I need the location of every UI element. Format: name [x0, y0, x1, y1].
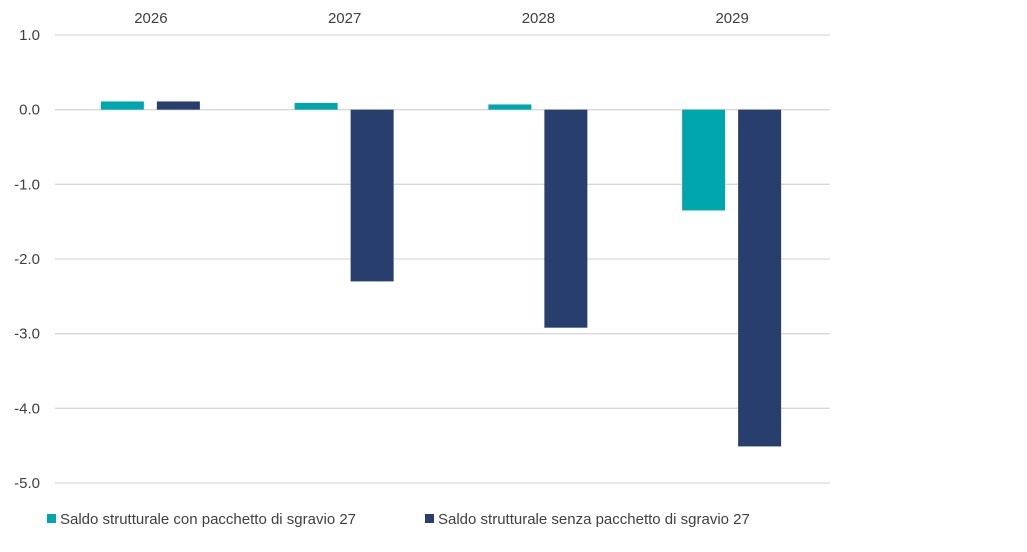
bar-senza-2028: [544, 109, 588, 328]
legend-swatch: [47, 514, 56, 523]
legend-swatch: [425, 514, 434, 523]
x-tick-label: 2026: [134, 10, 167, 27]
bar-con-2027: [294, 102, 338, 110]
y-tick-label: -1.0: [14, 176, 40, 193]
legend-label: Saldo strutturale senza pacchetto di sgr…: [438, 511, 750, 528]
bar-senza-2029: [738, 109, 782, 447]
x-tick-label: 2028: [522, 10, 555, 27]
y-tick-label: -3.0: [14, 326, 40, 343]
x-tick-label: 2029: [715, 10, 748, 27]
bar-con-2029: [682, 109, 726, 211]
bar-con-2028: [488, 104, 532, 110]
bar-senza-2027: [350, 109, 394, 282]
y-tick-label: -4.0: [14, 400, 40, 417]
y-tick-label: 0.0: [19, 102, 40, 119]
bar-con-2026: [100, 101, 144, 110]
bar-senza-2026: [156, 101, 200, 110]
legend-label: Saldo strutturale con pacchetto di sgrav…: [60, 511, 356, 528]
y-tick-label: -2.0: [14, 251, 40, 268]
y-tick-label: 1.0: [19, 27, 40, 44]
y-tick-label: -5.0: [14, 475, 40, 492]
x-tick-label: 2027: [328, 10, 361, 27]
